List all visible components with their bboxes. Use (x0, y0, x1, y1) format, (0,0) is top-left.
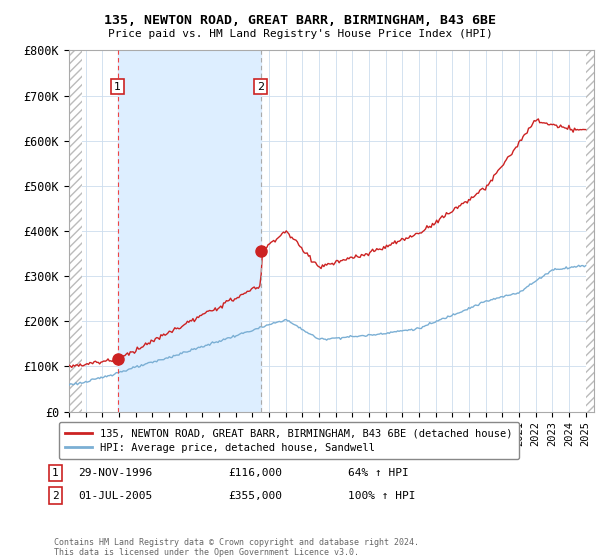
Text: 135, NEWTON ROAD, GREAT BARR, BIRMINGHAM, B43 6BE: 135, NEWTON ROAD, GREAT BARR, BIRMINGHAM… (104, 14, 496, 27)
Bar (69, 50, 82, 412)
Legend: 135, NEWTON ROAD, GREAT BARR, BIRMINGHAM, B43 6BE (detached house), HPI: Average: 135, NEWTON ROAD, GREAT BARR, BIRMINGHAM… (59, 422, 518, 459)
Text: 2: 2 (52, 491, 59, 501)
Text: Contains HM Land Registry data © Crown copyright and database right 2024.
This d: Contains HM Land Registry data © Crown c… (54, 538, 419, 557)
Text: 100% ↑ HPI: 100% ↑ HPI (348, 491, 415, 501)
Text: 1: 1 (52, 468, 59, 478)
Text: 64% ↑ HPI: 64% ↑ HPI (348, 468, 409, 478)
Text: 2: 2 (257, 82, 264, 91)
Bar (69, 50, 82, 412)
Text: £116,000: £116,000 (228, 468, 282, 478)
Text: Price paid vs. HM Land Registry's House Price Index (HPI): Price paid vs. HM Land Registry's House … (107, 29, 493, 39)
Bar (586, 50, 600, 412)
Text: £355,000: £355,000 (228, 491, 282, 501)
Text: 01-JUL-2005: 01-JUL-2005 (78, 491, 152, 501)
Bar (118, 50, 260, 412)
Text: 1: 1 (114, 82, 121, 91)
Text: 29-NOV-1996: 29-NOV-1996 (78, 468, 152, 478)
